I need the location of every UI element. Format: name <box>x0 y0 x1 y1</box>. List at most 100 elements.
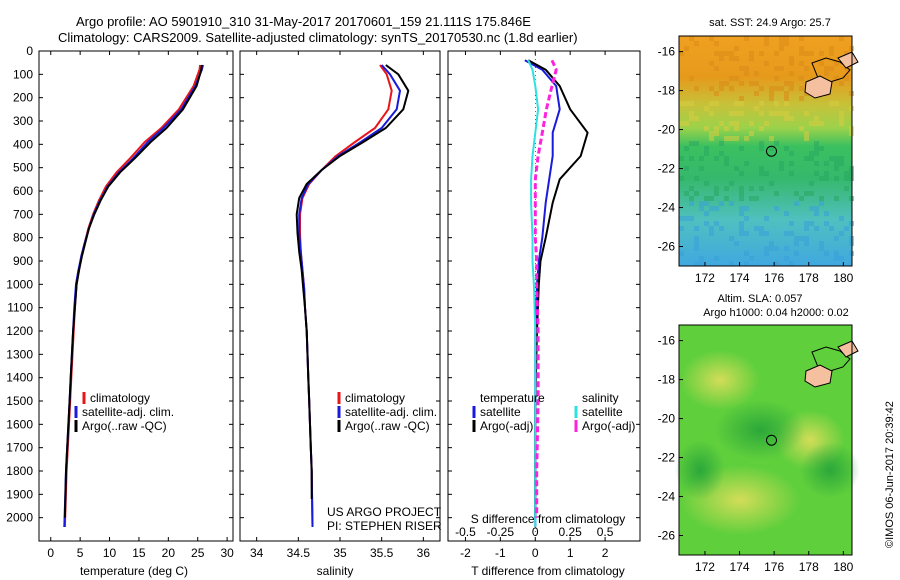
sst-cell <box>774 191 779 196</box>
x-tick-label: 25 <box>191 546 205 560</box>
sst-cell <box>819 61 824 66</box>
sst-cell <box>769 181 774 186</box>
sst-cell <box>829 156 834 161</box>
sst-cell <box>759 111 764 116</box>
sst-cell <box>789 71 794 76</box>
map-lon-label: 174 <box>730 271 750 285</box>
sst-cell <box>799 76 804 81</box>
difference-profile-panel: -2 -1 0 1 2-0.5 -0.25 0 0.25 0.5 <box>447 50 641 560</box>
sst-cell <box>704 146 709 151</box>
sst-cell <box>824 71 829 76</box>
sst-cell <box>764 171 769 176</box>
salinity-xlabel: salinity <box>317 564 354 578</box>
sst-cell <box>684 216 689 221</box>
sst-cell <box>844 176 849 181</box>
sst-cell <box>834 61 839 66</box>
y-tick-label: 1900 <box>6 487 33 501</box>
legend-salinity-title: salinity <box>582 391 619 405</box>
sst-cell <box>804 226 809 231</box>
sst-cell <box>764 36 769 41</box>
sst-cell <box>779 111 784 116</box>
sst-cell <box>809 191 814 196</box>
sst-cell <box>724 81 729 86</box>
sst-cell <box>709 131 714 136</box>
sst-cell <box>724 161 729 166</box>
sst-cell <box>739 226 744 231</box>
sst-cell <box>704 221 709 226</box>
series-line-argo-raw-qc <box>295 64 410 499</box>
s-difference-label: S difference from climatology <box>471 512 626 526</box>
sst-cell <box>739 101 744 106</box>
sst-cell <box>844 51 849 56</box>
sst-cell <box>789 231 794 236</box>
sst-cell <box>719 51 724 56</box>
sst-cell <box>844 226 849 231</box>
y-tick-label: 600 <box>13 184 33 198</box>
map-lat-label: -18 <box>658 84 676 98</box>
map-lat-label: -24 <box>658 490 676 504</box>
sst-cell <box>684 46 689 51</box>
y-tick-label: 1100 <box>7 301 33 315</box>
sst-cell <box>829 226 834 231</box>
series-line-salinity-satellite <box>527 59 540 527</box>
sst-cell <box>759 101 764 106</box>
sst-cell <box>809 151 814 156</box>
sst-cell <box>739 221 744 226</box>
sst-cell <box>839 256 844 261</box>
sst-cell <box>789 171 794 176</box>
map-lon-label: 172 <box>695 560 715 574</box>
sst-cell <box>769 136 774 141</box>
sst-cell <box>714 51 719 56</box>
plot-frame <box>38 50 234 542</box>
sst-cell <box>744 206 749 211</box>
credit-project: US ARGO PROJECT <box>327 505 442 519</box>
sst-cell <box>799 86 804 91</box>
sst-cell <box>784 41 789 46</box>
sst-cell <box>749 256 754 261</box>
temperature-xlabel: temperature (deg C) <box>80 564 188 578</box>
sst-cell <box>834 196 839 201</box>
sst-cell <box>829 51 834 56</box>
sla-high-blob <box>680 350 760 410</box>
y-tick-label: 0 <box>26 44 33 58</box>
sst-cell <box>759 186 764 191</box>
sst-cell <box>719 151 724 156</box>
x-tick-label: 15 <box>132 546 146 560</box>
sla-low-blob <box>715 400 805 460</box>
sst-cell <box>684 121 689 126</box>
fiji-island <box>804 364 833 388</box>
sst-cell <box>689 101 694 106</box>
y-tick-label: 1700 <box>6 441 33 455</box>
sst-cell <box>749 196 754 201</box>
sst-cell <box>834 251 839 256</box>
sst-cell <box>809 156 814 161</box>
sst-cell <box>799 46 804 51</box>
sst-cell <box>759 146 764 151</box>
sst-cell <box>759 126 764 131</box>
legend-satellite-adj: satellite-adj. clim. <box>345 405 437 419</box>
sst-cell <box>684 191 689 196</box>
header-line-2: Climatology: CARS2009. Satellite-adjuste… <box>58 30 578 45</box>
vanua-levu-island <box>837 340 859 358</box>
sst-cell <box>774 86 779 91</box>
sst-cell <box>709 231 714 236</box>
sst-cell <box>784 101 789 106</box>
map-lon-label: 178 <box>799 271 819 285</box>
sst-cell <box>744 66 749 71</box>
sst-cell <box>739 171 744 176</box>
sst-cell <box>714 256 719 261</box>
sla-map-title-1: Altim. SLA: 0.057 <box>718 293 803 305</box>
y-tick-label: 200 <box>13 91 33 105</box>
map-lon-label: 180 <box>833 560 853 574</box>
sst-cell <box>789 86 794 91</box>
sst-cell <box>689 141 694 146</box>
sst-cell <box>829 101 834 106</box>
sst-cell <box>824 66 829 71</box>
sst-cell <box>759 171 764 176</box>
x-tick-label: 2 <box>602 546 609 560</box>
sst-cell <box>789 61 794 66</box>
sst-cell <box>829 66 834 71</box>
sst-cell <box>709 136 714 141</box>
sst-cell <box>769 241 774 246</box>
sst-cell <box>799 61 804 66</box>
